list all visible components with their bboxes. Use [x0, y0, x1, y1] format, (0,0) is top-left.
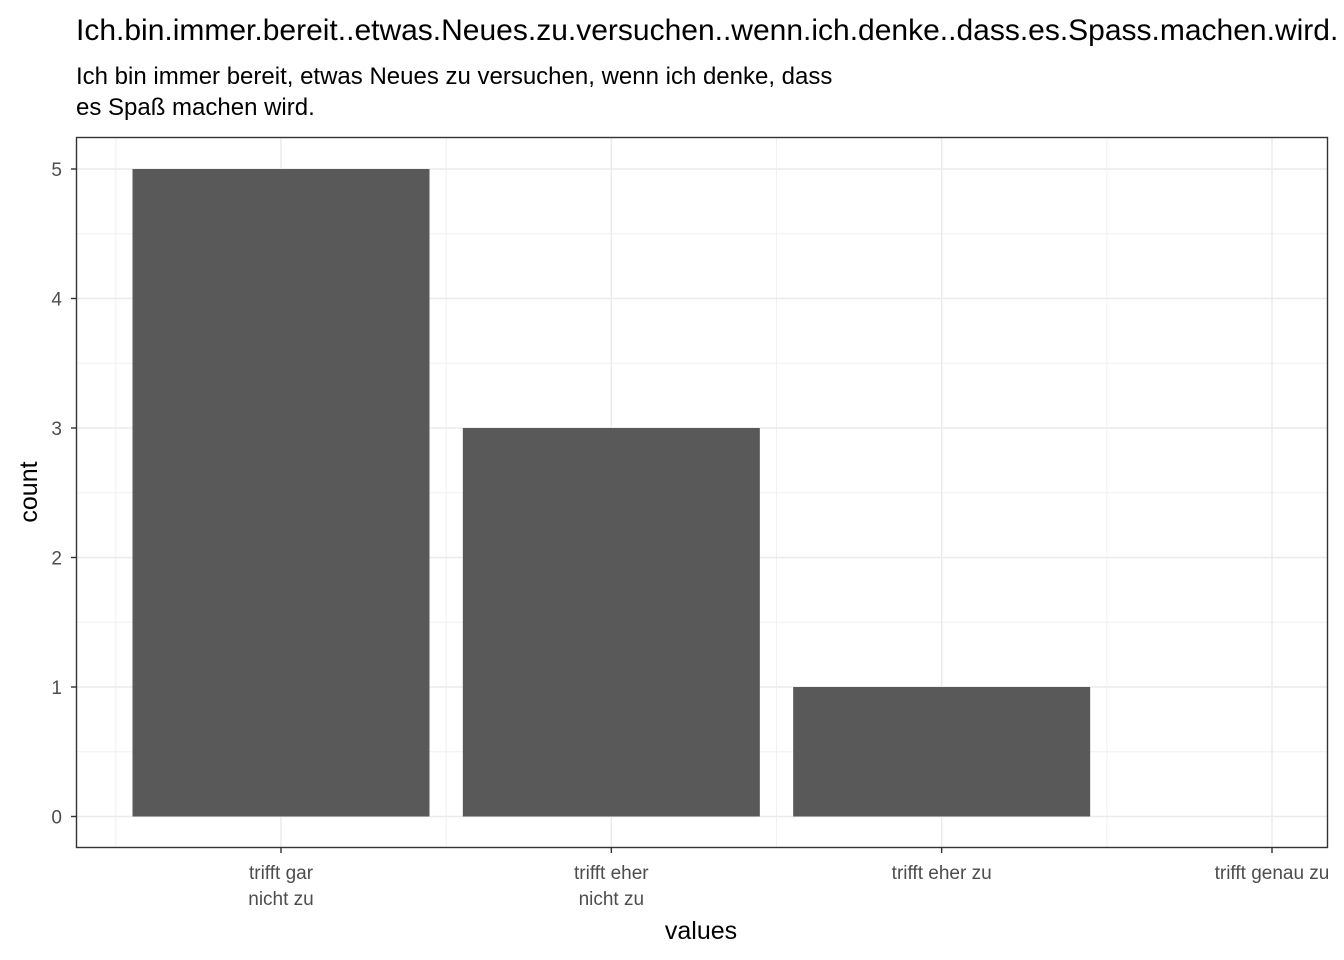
y-tick-label: 5 [51, 160, 62, 181]
bar [793, 687, 1091, 817]
x-tick-label: trifft gar [249, 863, 314, 884]
bar [132, 169, 430, 817]
x-axis-title: values [665, 917, 737, 945]
y-tick-label: 0 [51, 808, 62, 829]
x-axis: trifft gar nicht zu trifft eher nicht zu tri… [248, 847, 1329, 910]
x-tick-label: trifft eher [574, 863, 649, 884]
x-tick-label: nicht zu [579, 889, 644, 910]
panel-border [75, 136, 1329, 849]
y-axis-title: count [15, 461, 43, 522]
x-tick-label: trifft genau zu [1215, 863, 1330, 884]
y-tick-label: 1 [51, 678, 62, 699]
x-tick-label: trifft eher zu [892, 863, 992, 884]
bar [462, 428, 760, 817]
y-tick-label: 2 [51, 549, 62, 570]
y-axis: 0 1 2 3 4 5 [51, 160, 77, 829]
y-tick-label: 3 [51, 419, 62, 440]
chart-subtitle-line-1: Ich bin immer bereit, etwas Neues zu ver… [76, 63, 832, 90]
bars [132, 169, 1091, 817]
y-tick-label: 4 [51, 290, 62, 311]
chart-subtitle-line-2: es Spaß machen wird. [76, 94, 315, 121]
x-tick-label: nicht zu [248, 889, 313, 910]
chart-title: Ich.bin.immer.bereit..etwas.Neues.zu.ver… [76, 14, 1338, 47]
